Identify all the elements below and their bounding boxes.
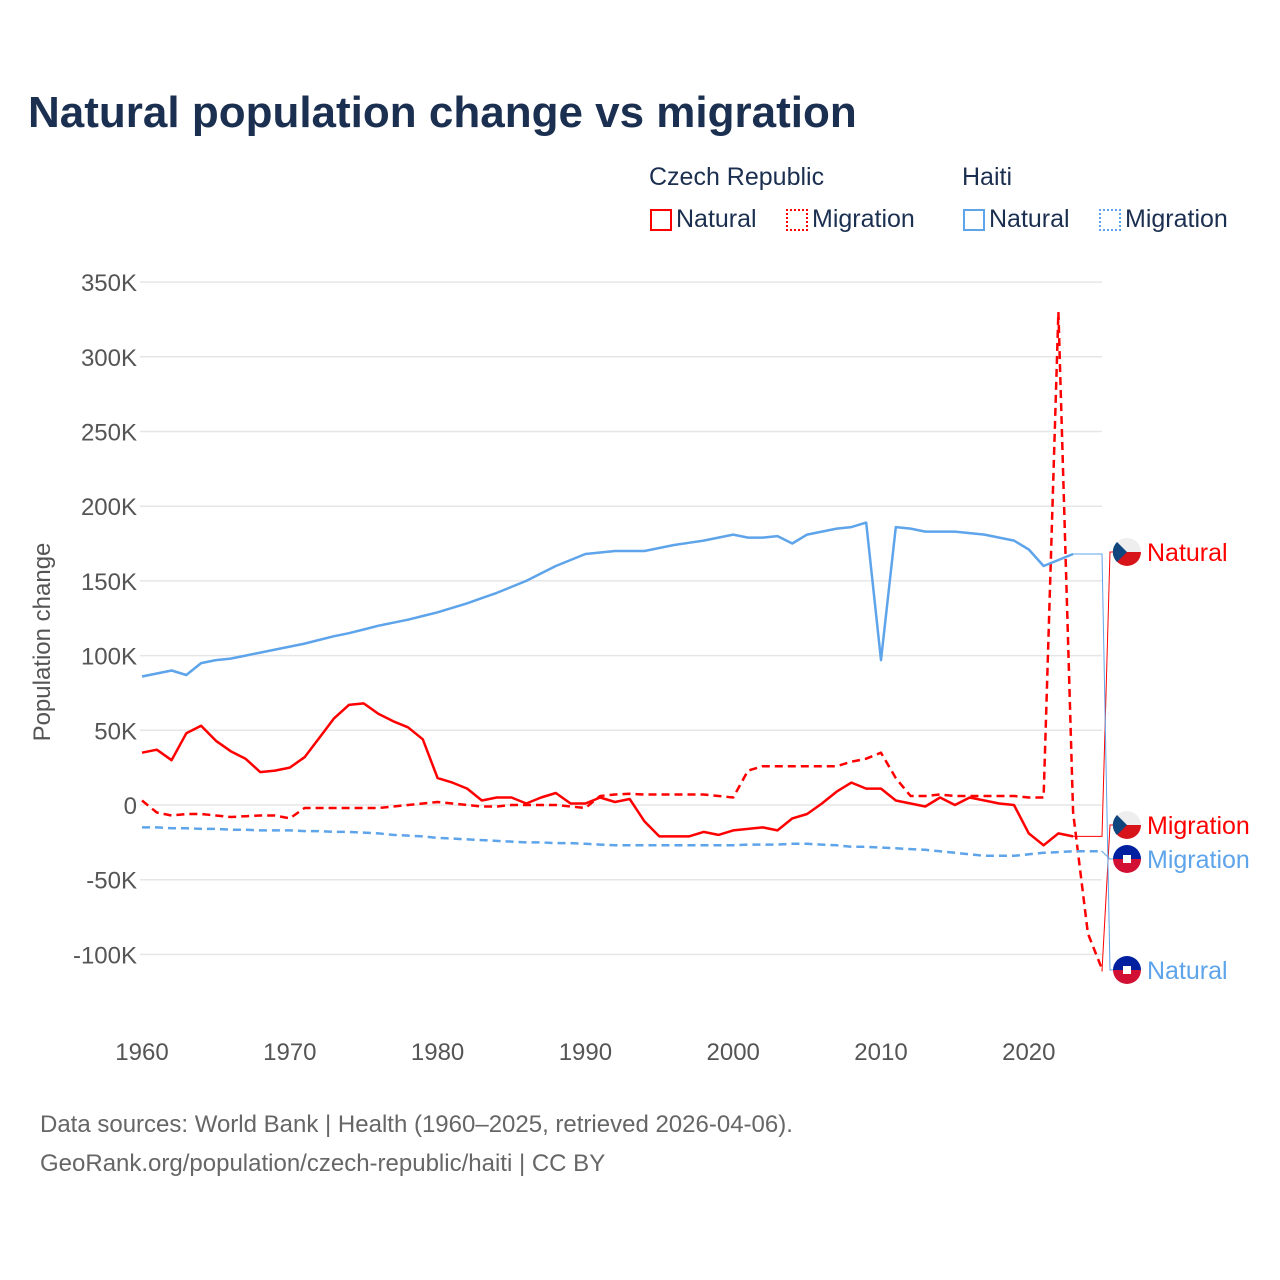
legend-label: Migration [812,205,915,233]
haiti-flag-icon [1113,845,1141,859]
czech-flag-icon [1112,542,1127,562]
legend-haiti-migration[interactable]: Migration [1099,205,1228,234]
x-tick-label: 1970 [263,1039,316,1066]
legend-czech-natural[interactable]: Natural [650,205,757,234]
series-line-haiti-natural [141,521,1074,678]
series-line-czech-republic-migration [141,310,1104,972]
y-tick-label: 200K [81,494,137,521]
x-tick-label: 2010 [854,1039,907,1066]
x-tick-label: 1960 [115,1039,168,1066]
x-tick-label: 2020 [1002,1039,1055,1066]
label-connector [1073,553,1114,971]
haiti-flag-icon [1113,970,1141,984]
source-text: Data sources: World Bank | Health (1960–… [40,1111,793,1138]
x-tick-label: 2000 [707,1039,760,1066]
footer: Data sources: World Bank | Health (1960–… [40,1105,793,1183]
x-tick-label: 1990 [559,1039,612,1066]
y-tick-label: -100K [73,942,137,969]
series-end-label: Migration [1147,846,1250,874]
y-tick-label: 150K [81,569,137,596]
x-tick-label: 1980 [411,1039,464,1066]
y-tick-label: 100K [81,644,137,671]
haiti-flag-icon [1123,966,1131,974]
legend-swatch-solid [650,208,672,231]
credit-text: GeoRank.org/population/czech-republic/ha… [40,1150,606,1177]
haiti-flag-icon [1113,859,1141,873]
y-tick-label: 350K [81,270,137,297]
series-end-label: Migration [1147,812,1250,840]
czech-flag-icon [1112,815,1127,835]
haiti-flag-icon [1113,956,1141,970]
y-tick-label: 300K [81,345,137,372]
series-line-haiti-migration [142,826,1103,858]
series-line-czech-republic-natural [141,702,1074,847]
legend-swatch-solid [963,208,985,231]
legend-label: Natural [676,205,757,233]
legend-group-haiti: Haiti [962,163,1013,191]
legend-swatch-dotted [1099,208,1121,231]
y-tick-label: 0 [124,793,137,820]
y-tick-label: 250K [81,420,137,447]
label-connector [1073,551,1114,837]
legend-swatch-dotted [786,208,808,231]
y-tick-label: 50K [94,718,137,745]
haiti-flag-icon [1123,855,1131,863]
legend-group-czech: Czech Republic [649,163,825,191]
label-connector [1100,850,1114,860]
y-axis-label: Population change [29,543,56,742]
legend-label: Natural [989,205,1070,233]
series-end-label: Natural [1147,539,1228,567]
label-connector [1101,824,1114,972]
y-tick-label: -50K [86,868,137,895]
chart-title: Natural population change vs migration [28,88,857,137]
legend-czech-migration[interactable]: Migration [786,205,915,234]
legend-haiti-natural[interactable]: Natural [963,205,1070,234]
legend-label: Migration [1125,205,1228,233]
series-end-label: Natural [1147,957,1228,985]
